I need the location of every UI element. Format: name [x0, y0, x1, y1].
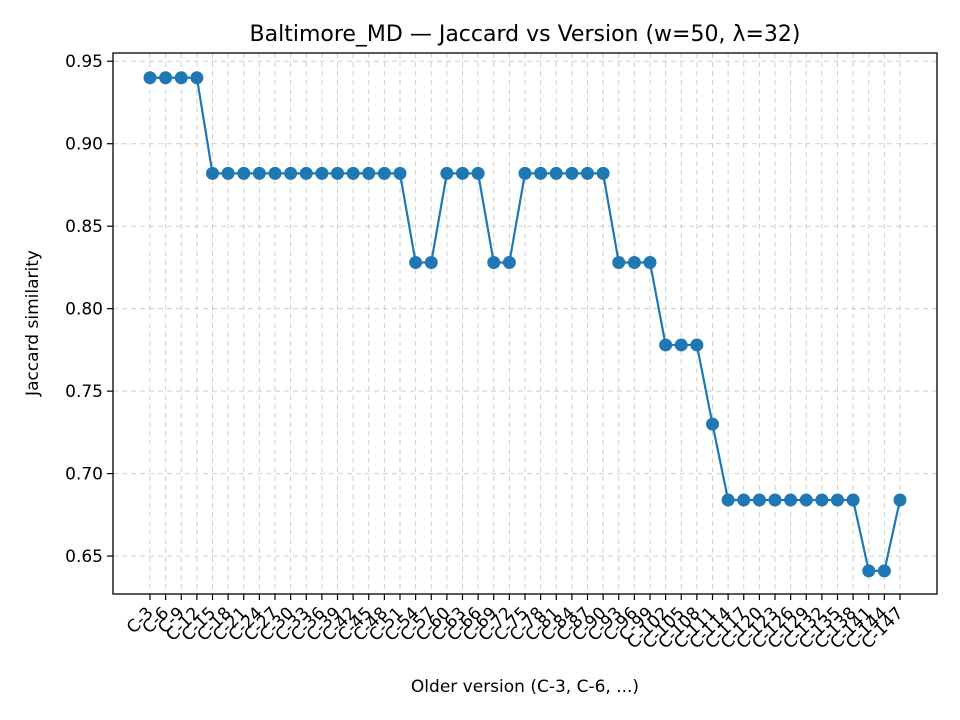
y-tick-label: 0.95 [65, 52, 103, 72]
y-tick-label: 0.90 [65, 135, 103, 155]
data-points [143, 71, 907, 578]
data-point [612, 255, 626, 269]
data-point [549, 166, 563, 180]
y-tick-label: 0.70 [65, 465, 103, 485]
data-point [643, 255, 657, 269]
data-point [877, 564, 891, 578]
data-point [674, 338, 688, 352]
x-axis-label: Older version (C-3, C-6, ...) [411, 677, 639, 697]
data-point [784, 493, 798, 507]
data-point [627, 255, 641, 269]
data-point [393, 166, 407, 180]
data-point [190, 71, 204, 85]
data-point [331, 166, 344, 180]
y-tick-label: 0.75 [65, 382, 103, 402]
grid [113, 53, 937, 594]
data-point [659, 338, 673, 352]
data-point [534, 166, 548, 180]
data-point [143, 71, 157, 85]
data-point [737, 493, 751, 507]
data-point [440, 166, 454, 180]
data-point [221, 166, 235, 180]
y-axis: 0.65 0.70 0.75 0.80 0.85 0.90 0.95 [65, 52, 113, 567]
data-point [690, 338, 704, 352]
y-tick-label: 0.80 [65, 300, 103, 320]
data-point [268, 166, 282, 180]
y-tick-label: 0.85 [65, 217, 103, 237]
data-point [362, 166, 376, 180]
data-point [862, 564, 876, 578]
data-point [487, 255, 501, 269]
data-point [284, 166, 298, 180]
data-point [721, 493, 735, 507]
data-point [346, 166, 360, 180]
data-point [424, 255, 438, 269]
data-point [799, 493, 813, 507]
data-point [752, 493, 766, 507]
y-axis-label: Jaccard similarity [23, 250, 43, 397]
data-point [768, 493, 782, 507]
data-point [409, 255, 423, 269]
y-tick-label: 0.65 [65, 547, 103, 567]
data-point [706, 417, 719, 431]
data-point [377, 166, 391, 180]
data-point [315, 166, 329, 180]
data-point [237, 166, 251, 180]
data-point [565, 166, 579, 180]
data-point [174, 71, 188, 85]
data-point [581, 166, 594, 180]
chart-title: Baltimore_MD — Jaccard vs Version (w=50,… [250, 22, 801, 47]
data-point [502, 255, 516, 269]
data-point [299, 166, 313, 180]
x-axis: C-3C-6C-9C-12C-15C-18C-21C-24C-27C-30C-3… [123, 594, 908, 653]
data-point [596, 166, 610, 180]
data-point [815, 493, 829, 507]
data-point [252, 166, 266, 180]
data-point [518, 166, 532, 180]
data-point [456, 166, 469, 180]
data-point [831, 493, 844, 507]
data-point [471, 166, 485, 180]
data-point [206, 166, 219, 180]
data-point [159, 71, 173, 85]
data-point [893, 493, 907, 507]
data-point [846, 493, 860, 507]
